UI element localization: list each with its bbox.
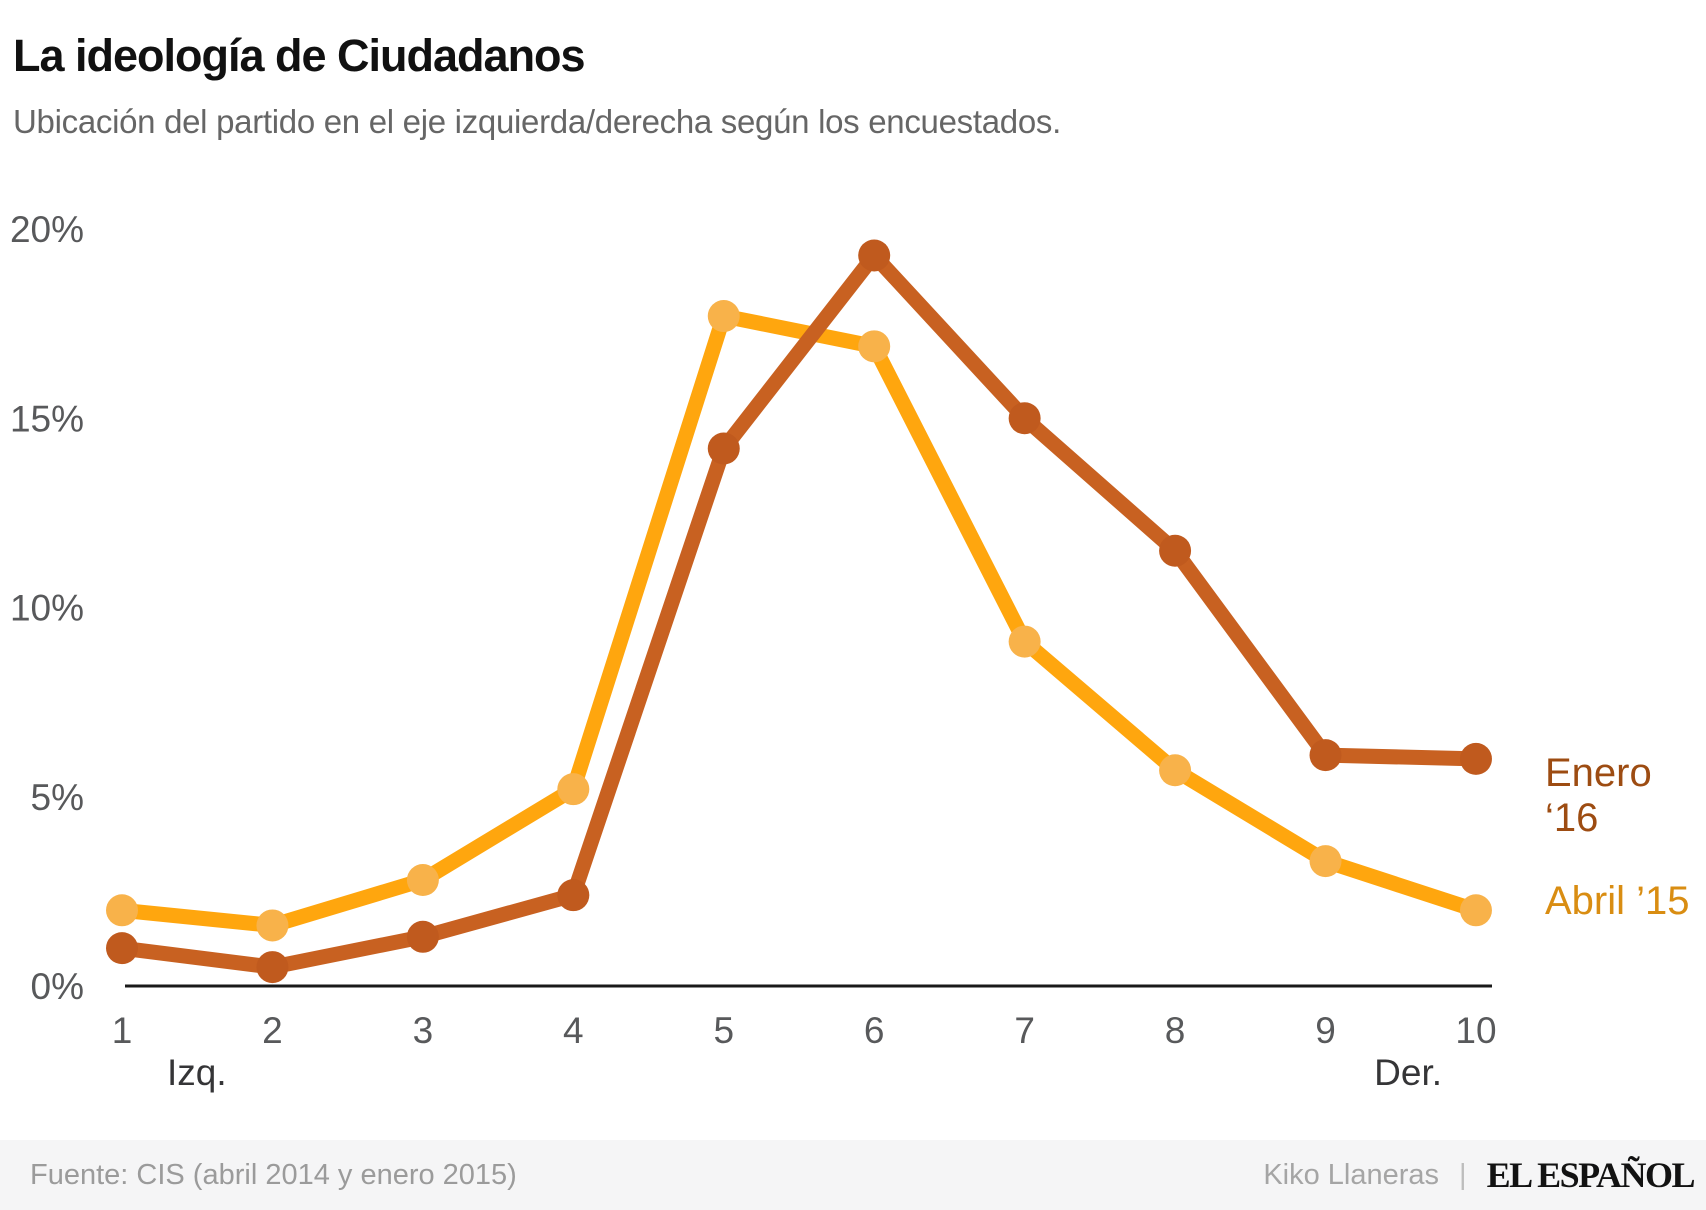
data-point-abril-15-x9 xyxy=(1309,845,1342,878)
data-point-abril-15-x10 xyxy=(1459,894,1492,927)
data-point-enero-16-x4 xyxy=(557,879,590,912)
credit-separator: | xyxy=(1459,1158,1467,1191)
x-axis-tick-label: 7 xyxy=(1014,1010,1035,1051)
author-credit: Kiko Llaneras xyxy=(1263,1158,1440,1191)
data-point-abril-15-x8 xyxy=(1159,754,1192,787)
chart-subtitle: Ubicación del partido en el eje izquierd… xyxy=(13,103,1061,140)
data-point-enero-16-x7 xyxy=(1008,402,1041,435)
data-point-abril-15-x6 xyxy=(858,330,891,363)
series-line-enero-16 xyxy=(114,247,1484,975)
data-point-enero-16-x1 xyxy=(106,932,138,965)
data-point-abril-15-x2 xyxy=(256,909,289,942)
credits: Kiko Llaneras | EL ESPAÑOL xyxy=(1263,1154,1696,1196)
x-axis-tick-label: 3 xyxy=(413,1010,434,1051)
data-point-enero-16-x6 xyxy=(858,239,891,272)
y-axis-tick-label: 10% xyxy=(10,588,84,629)
data-point-abril-15-x4 xyxy=(557,773,590,806)
source-note: Fuente: CIS (abril 2014 y enero 2015) xyxy=(30,1158,517,1191)
x-axis-tick-label: 10 xyxy=(1455,1010,1496,1051)
y-axis-tick-label: 0% xyxy=(31,966,84,1007)
x-axis-tick-label: 8 xyxy=(1165,1010,1186,1051)
legend-label-enero-16: Enero ‘16 xyxy=(1545,751,1652,840)
data-point-enero-16-x5 xyxy=(707,432,740,465)
x-axis-tick-label: 6 xyxy=(864,1010,885,1051)
data-point-enero-16-x10 xyxy=(1459,742,1492,775)
brand-logo: EL ESPAÑOL xyxy=(1486,1155,1696,1195)
data-point-abril-15-x3 xyxy=(406,864,439,897)
x-axis-tick-label: 2 xyxy=(262,1010,283,1051)
data-point-enero-16-x2 xyxy=(256,951,289,984)
series-line-abril-15 xyxy=(114,308,1484,933)
legend-label-abril-15: Abril ’15 xyxy=(1545,879,1690,923)
x-axis-right-label: Der. xyxy=(1374,1052,1442,1093)
data-point-enero-16-x3 xyxy=(406,920,439,953)
y-axis-tick-label: 5% xyxy=(31,777,84,818)
x-axis-tick-label: 9 xyxy=(1315,1010,1336,1051)
x-axis-tick-label: 1 xyxy=(112,1010,133,1051)
x-axis-left-label: Izq. xyxy=(167,1052,227,1093)
footer-bar: Fuente: CIS (abril 2014 y enero 2015) Ki… xyxy=(0,1140,1706,1210)
data-point-enero-16-x9 xyxy=(1309,739,1342,772)
y-axis-tick-label: 20% xyxy=(10,209,84,250)
data-point-enero-16-x8 xyxy=(1159,534,1192,567)
data-point-abril-15-x7 xyxy=(1008,625,1041,658)
x-axis-tick-label: 5 xyxy=(713,1010,734,1051)
y-axis-tick-label: 15% xyxy=(10,398,84,439)
x-axis-tick-label: 4 xyxy=(563,1010,584,1051)
data-point-abril-15-x1 xyxy=(106,894,138,927)
chart-title: La ideología de Ciudadanos xyxy=(13,30,586,81)
data-point-abril-15-x5 xyxy=(707,300,740,333)
